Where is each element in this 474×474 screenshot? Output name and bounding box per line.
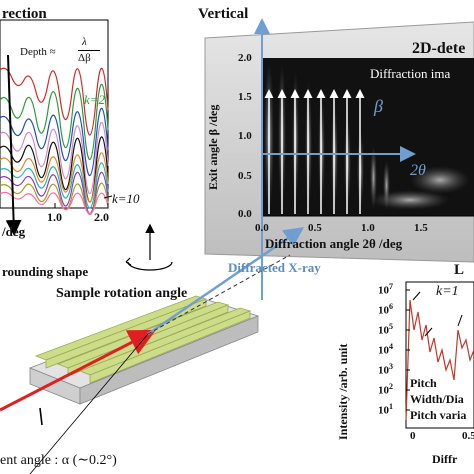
left-panel-title: rection xyxy=(2,6,47,22)
k10-label: k=10 xyxy=(112,191,140,206)
right-y-tick-4: 103 xyxy=(378,362,393,377)
pitch-label: Pitch xyxy=(410,376,437,390)
right-y-tick-5: 102 xyxy=(378,382,393,397)
detector-frame xyxy=(204,21,474,263)
beta-symbol: β xyxy=(374,96,383,116)
intensity-label: Intensity /arb. unit xyxy=(336,343,350,440)
left-x-tick-2: 2.0 xyxy=(94,210,109,224)
width-label: Width/Dia xyxy=(410,392,464,406)
curve-k2 xyxy=(0,83,109,161)
curve-k6 xyxy=(0,152,109,203)
right-plot-panel xyxy=(405,281,474,429)
right-y-tick-0: 107 xyxy=(378,282,393,297)
detector-y-tick-3: 0.5 xyxy=(238,170,252,182)
detector-y-tick-1: 1.5 xyxy=(238,91,252,103)
exit-angle-label: Exit angle β /deg xyxy=(206,104,220,190)
detector-x-tick-1: 0.5 xyxy=(308,222,322,234)
right-x-label: Diffr xyxy=(432,452,458,466)
surrounding-shape-label: rounding shape xyxy=(2,264,89,279)
curve-k9 xyxy=(0,182,109,216)
vertical-label: Vertical xyxy=(198,6,249,22)
curve-k10 xyxy=(0,191,109,215)
curve-k4 xyxy=(0,121,109,195)
curve-k3 xyxy=(0,107,109,177)
depth-label: Depth ≈ xyxy=(20,46,56,58)
detector-y-tick-0: 2.0 xyxy=(238,52,252,64)
two-theta-symbol: 2θ xyxy=(410,162,426,179)
left-axis-unit: /deg xyxy=(2,224,26,239)
diffraction-image-label: Diffraction ima xyxy=(370,66,451,81)
incident-xray xyxy=(0,329,157,412)
k2-label: k=2 xyxy=(84,92,106,107)
sample-rotation-label: Sample rotation angle xyxy=(56,286,188,301)
curve-k8 xyxy=(0,171,109,215)
right-panel-title: L xyxy=(454,262,465,278)
right-y-tick-2: 105 xyxy=(378,322,393,337)
detector-y-tick-4: 0.0 xyxy=(238,208,252,220)
right-intensity-curve xyxy=(405,299,474,421)
pitch-variation-label: Pitch varia xyxy=(410,408,467,422)
detector-title: 2D-dete xyxy=(412,40,466,57)
detector-y-tick-2: 1.0 xyxy=(238,130,252,142)
curve-k1 xyxy=(0,67,109,136)
left-plot-panel xyxy=(0,19,113,236)
depth-formula-numerator: λ xyxy=(82,36,87,48)
diffraction-angle-label: Diffraction angle 2θ /deg xyxy=(265,236,403,251)
right-y-tick-1: 106 xyxy=(378,302,393,317)
k1-label: k=1 xyxy=(436,284,459,299)
detector-x-tick-0: 0.0 xyxy=(255,222,269,234)
curve-k7 xyxy=(0,162,109,209)
incident-angle-label: ent angle : α (∼0.2°) xyxy=(0,453,117,468)
fraction-bar xyxy=(78,50,100,51)
left-x-tick-1: 1.0 xyxy=(47,210,62,224)
depth-formula-denominator: Δβ xyxy=(78,52,91,64)
detector-x-tick-2: 1.0 xyxy=(361,222,375,234)
right-x-tick-1: 0.5 xyxy=(462,430,474,442)
detector-x-tick-3: 1.5 xyxy=(414,222,428,234)
right-x-tick-0: 0 xyxy=(410,430,416,442)
diffracted-xray xyxy=(147,227,305,336)
right-y-tick-3: 104 xyxy=(378,342,393,357)
diffracted-xray-label: Diffracted X-ray xyxy=(228,260,321,275)
right-y-tick-6: 101 xyxy=(378,402,393,417)
